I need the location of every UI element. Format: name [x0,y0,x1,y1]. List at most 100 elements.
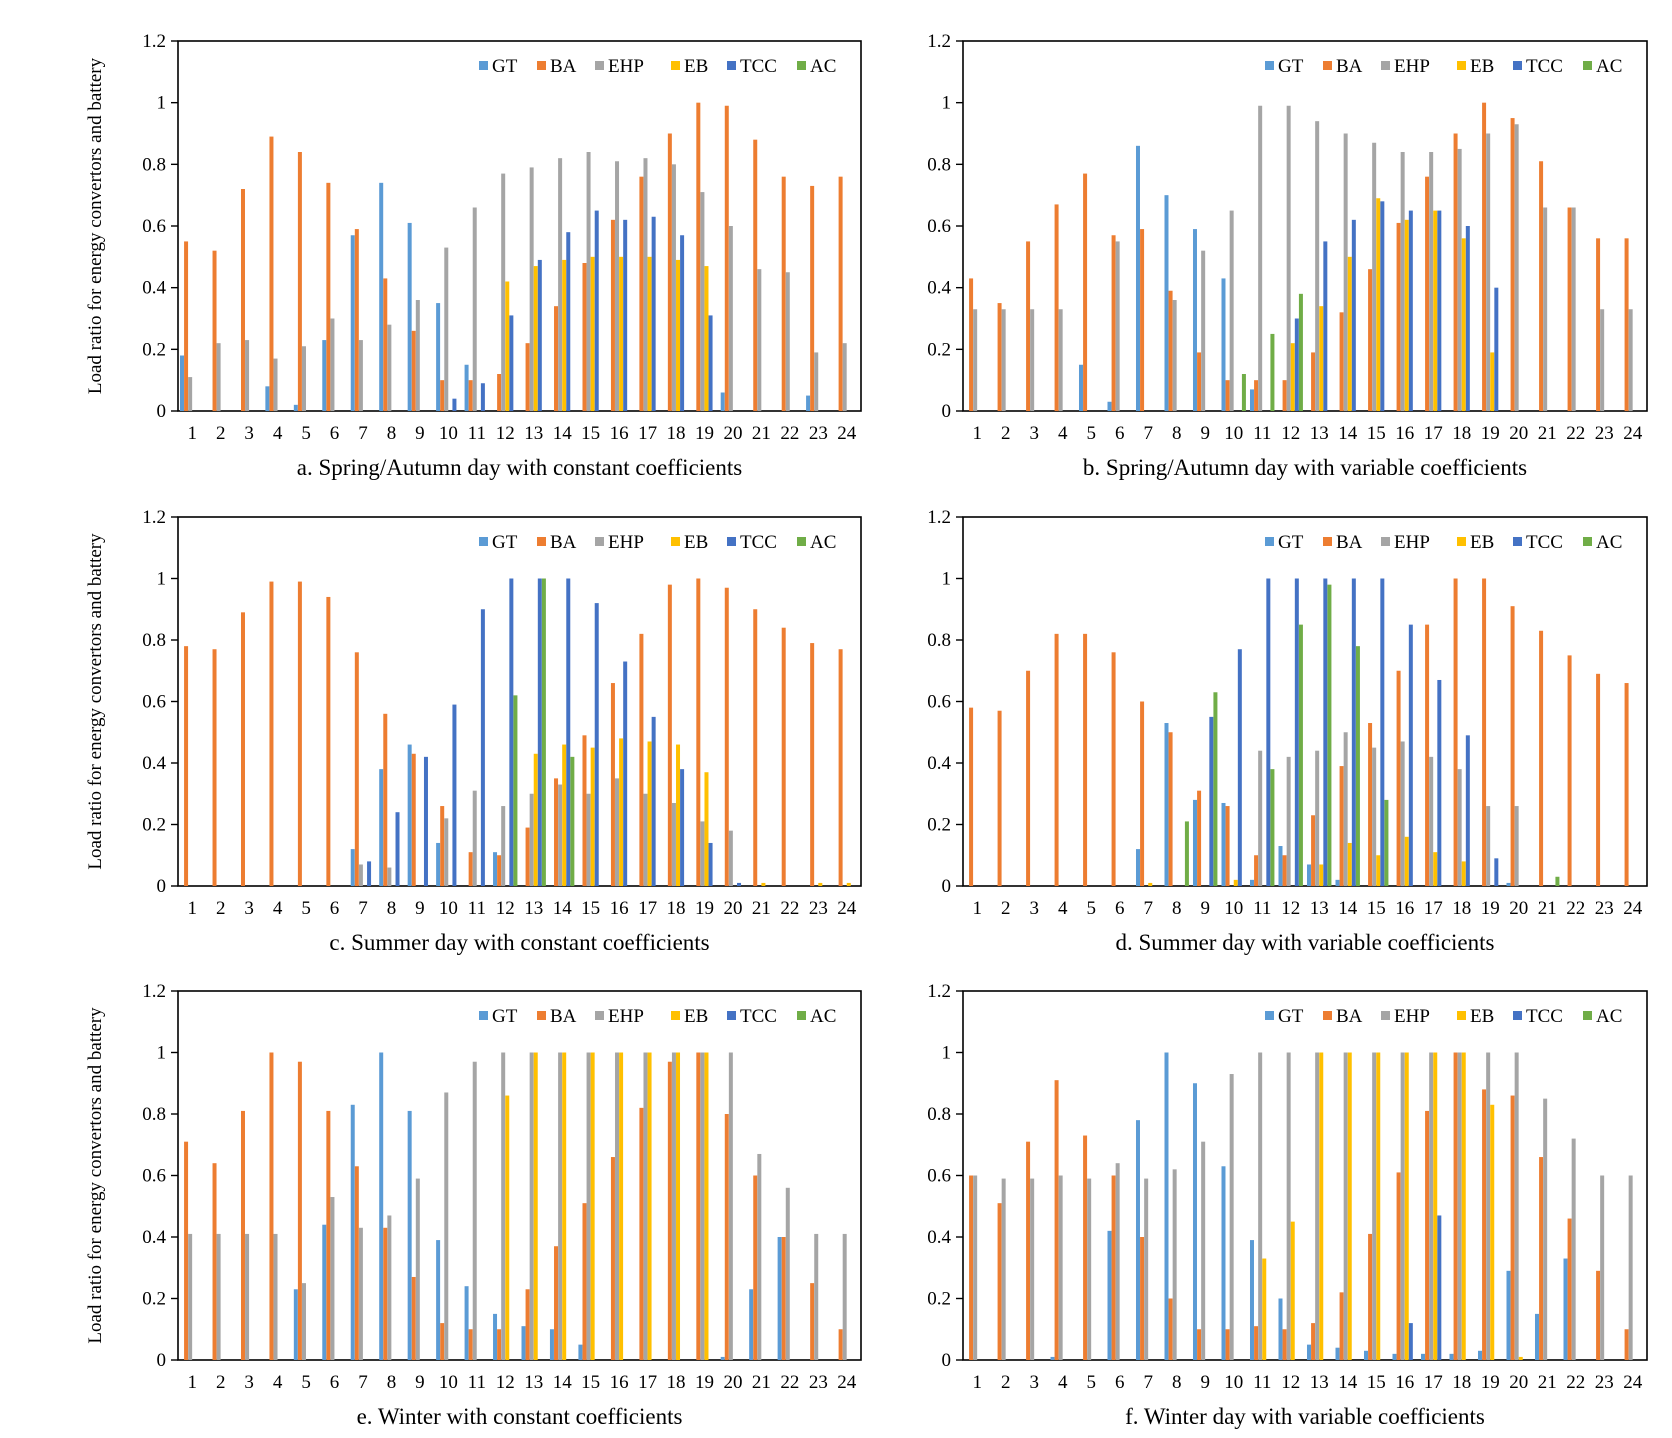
x-tick-label: 8 [387,1372,397,1393]
bar-ba-hour-3 [1026,241,1031,411]
bar-ehp-hour-4 [273,1233,278,1360]
y-tick-label: 0.6 [927,692,951,713]
bar-gt-hour-8 [379,769,384,886]
legend-label-ehp: EHP [608,56,644,77]
bar-tcc-hour-19 [1494,287,1499,411]
bar-ehp-hour-5 [301,1283,306,1361]
y-tick-label: 0.6 [927,1166,951,1187]
x-tick-label: 1 [973,1372,983,1393]
bar-ehp-hour-7 [358,1227,363,1360]
bar-tcc-hour-11 [480,609,485,886]
bar-tcc-hour-16 [1408,210,1413,411]
bar-gt-hour-7 [350,1104,355,1360]
bar-tcc-hour-17 [1437,679,1442,886]
legend-swatch-tcc [1513,537,1522,546]
bar-gt-hour-5 [293,404,298,411]
legend-swatch-eb [1457,1011,1466,1020]
bar-ehp-hour-22 [1571,1138,1576,1360]
bar-ba-hour-10 [1225,806,1230,886]
x-tick-label: 4 [273,1372,283,1393]
y-tick-label: 1 [157,569,167,590]
bar-ba-hour-16 [1396,1172,1401,1360]
bar-gt-hour-9 [1192,799,1197,886]
chart-panel-2: 00.20.40.60.811.21 2 3 4 5 6 7 8 9 10 11 12 13 14 15 16… [927,31,1648,480]
bar-ehp-hour-8 [1172,1169,1177,1360]
bar-ehp-hour-13 [1315,121,1320,412]
bar-tcc-hour-14 [566,578,571,886]
bar-ba-hour-6 [1111,652,1116,886]
bar-tcc-hour-13 [1323,578,1328,886]
legend-swatch-ac [1583,537,1592,546]
bar-ba-hour-23 [1596,1270,1601,1360]
bar-gt-hour-8 [1164,195,1169,411]
bar-eb-hour-13 [1319,306,1324,411]
x-tick-label: 21 [1538,1372,1557,1393]
bar-eb-hour-18 [676,1052,681,1360]
bar-ehp-hour-18 [1457,769,1462,886]
bar-ehp-hour-10 [1229,1074,1234,1360]
bar-ehp-hour-20 [1514,806,1519,886]
legend-label-gt: GT [492,532,518,553]
bar-ba-hour-11 [1254,855,1259,886]
bar-tcc-hour-9 [1209,716,1214,887]
x-tick-label: 20 [1509,1372,1528,1393]
bar-eb-hour-17 [647,256,652,411]
bar-gt-hour-11 [464,1286,469,1360]
bar-ehp-hour-4 [1058,1175,1063,1360]
bar-eb-hour-16 [1404,219,1409,411]
bar-ehp-hour-14 [558,784,563,886]
x-tick-label: 16 [610,898,629,919]
bar-ba-hour-15 [582,735,587,886]
bar-ehp-hour-1 [973,309,978,411]
x-tick-label: 9 [1201,423,1211,444]
legend-swatch-ac [1583,1011,1592,1020]
bar-ba-hour-18 [1453,133,1458,411]
bar-ehp-hour-8 [387,324,392,411]
legend-swatch-ac [797,537,806,546]
legend-label-eb: EB [1470,56,1494,77]
bar-ba-hour-9 [1197,790,1202,886]
bar-ba-hour-20 [724,1114,729,1360]
x-tick-label: 6 [330,898,340,919]
x-tick-label: 18 [1452,898,1471,919]
bar-tcc-hour-19 [708,842,713,886]
bar-gt-hour-8 [379,182,384,411]
x-tick-label: 13 [1310,423,1329,444]
bar-tcc-hour-7 [367,861,372,886]
x-tick-label: 1 [973,898,983,919]
bar-ba-hour-2 [997,1203,1002,1360]
x-tick-label: 3 [1030,898,1040,919]
bar-ba-hour-10 [1225,1329,1230,1360]
bar-ehp-hour-10 [444,818,449,886]
y-tick-label: 0.2 [927,815,951,836]
bar-ba-hour-16 [1396,670,1401,886]
bar-ba-hour-24 [1624,238,1629,411]
bar-ba-hour-24 [838,1329,843,1360]
x-tick-label: 22 [780,1372,799,1393]
x-tick-label: 24 [1623,423,1643,444]
bar-ehp-hour-15 [586,1052,591,1360]
bar-ehp-hour-18 [1457,1052,1462,1360]
legend-swatch-ehp [1381,61,1390,70]
legend-label-ac: AC [1596,56,1622,77]
bar-eb-hour-13 [533,266,538,411]
bar-ba-hour-21 [1539,161,1544,411]
y-tick-label: 0.2 [927,1289,951,1310]
y-tick-label: 0.8 [142,630,166,651]
bar-ba-hour-6 [1111,1175,1116,1360]
bar-ba-hour-1 [184,241,189,411]
bar-ba-hour-23 [810,1283,815,1361]
bar-ba-hour-11 [468,1329,473,1360]
bar-ehp-hour-16 [1400,741,1405,886]
x-tick-label: 6 [1115,423,1125,444]
bar-tcc-hour-14 [1351,219,1356,411]
x-tick-label: 11 [1253,898,1271,919]
y-tick-label: 0 [157,876,167,897]
y-tick-label: 0.8 [142,1104,166,1125]
bar-ba-hour-3 [1026,670,1031,886]
bar-ba-hour-6 [326,182,331,411]
legend-swatch-eb [671,537,680,546]
bar-ehp-hour-15 [1372,142,1377,411]
bar-tcc-hour-17 [651,716,656,887]
bar-ehp-hour-14 [1343,732,1348,886]
